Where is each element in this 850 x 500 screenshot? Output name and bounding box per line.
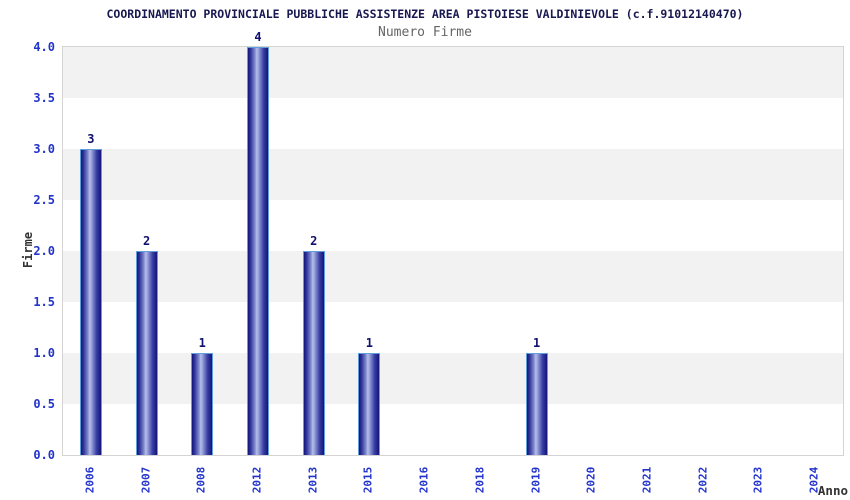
bar <box>247 47 269 455</box>
y-tick-label: 0.5 <box>33 397 55 411</box>
bar-value-label: 2 <box>142 234 151 248</box>
bar <box>191 353 214 455</box>
x-tick-label: 2015 <box>361 466 375 494</box>
y-tick-label: 2.5 <box>33 193 55 207</box>
y-tick-label: 3.0 <box>33 142 55 156</box>
x-tick-label: 2016 <box>417 466 431 494</box>
bar-value-label: 1 <box>198 336 206 350</box>
bar-value-label: 2 <box>310 234 318 248</box>
x-axis: 2006 2007 2008 2012 2013 2015 2016 2018 2019 2020… <box>62 456 842 500</box>
bar <box>525 353 548 455</box>
bar <box>135 251 158 455</box>
x-axis-title: Anno <box>817 483 848 498</box>
x-tick-label: 2023 <box>751 466 765 494</box>
y-tick-label: 1.5 <box>33 295 55 309</box>
y-tick-label: 1.0 <box>33 346 55 360</box>
x-tick-label: 2020 <box>584 466 598 494</box>
x-tick-label: 2008 <box>194 466 208 494</box>
bar <box>79 149 102 455</box>
x-tick-label: 2006 <box>83 466 97 494</box>
x-tick-label: 2012 <box>250 466 264 494</box>
y-tick-label: 2.0 <box>33 244 55 258</box>
x-tick-label: 2018 <box>473 466 487 494</box>
y-tick-label: 4.0 <box>33 40 55 54</box>
y-tick-label: 0.0 <box>33 448 55 462</box>
y-tick-label: 3.5 <box>33 91 55 105</box>
x-tick-label: 2013 <box>306 466 320 494</box>
bar-value-label: 4 <box>254 30 262 44</box>
chart-title: COORDINAMENTO PROVINCIALE PUBBLICHE ASSI… <box>106 7 744 21</box>
x-tick-label: 2022 <box>696 466 710 494</box>
plot-area: 3 2 1 4 2 1 1 <box>62 31 844 456</box>
bar <box>358 353 381 455</box>
bar-value-label: 1 <box>532 336 541 350</box>
bar-value-label: 3 <box>87 132 95 146</box>
bar-value-label: 1 <box>365 336 374 350</box>
x-tick-label: 2019 <box>529 466 543 494</box>
chart-subtitle: Numero Firme <box>378 25 472 40</box>
x-tick-label: 2007 <box>139 466 153 494</box>
bar <box>302 251 325 455</box>
x-tick-label: 2021 <box>640 466 654 494</box>
